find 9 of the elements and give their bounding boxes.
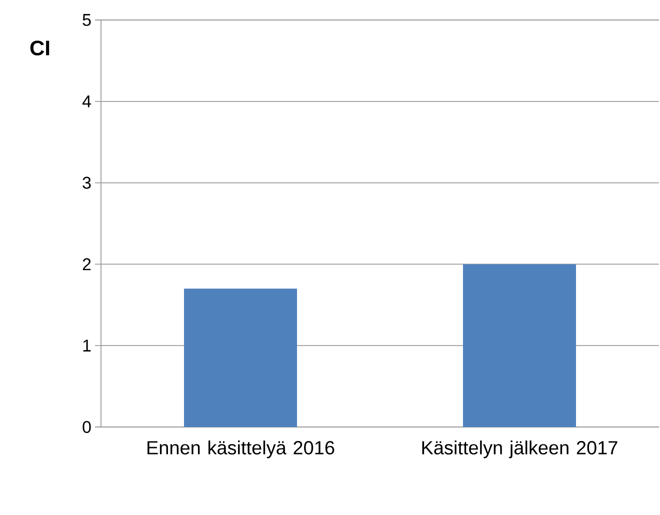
y-tick-label: 0 — [82, 420, 91, 434]
y-tick-label: 3 — [82, 176, 91, 189]
y-tick-label: 4 — [82, 96, 91, 108]
x-tick-label: Ennen käsittelyä 2016 — [148, 440, 334, 458]
x-tick-label: Käsittelyn jälkeen 2017 — [422, 440, 618, 458]
y-tick-label: 2 — [82, 258, 91, 270]
y-tick-label: 1 — [83, 340, 91, 352]
y-axis-title: CI — [30, 40, 50, 56]
y-tick-label: 5 — [82, 14, 91, 26]
